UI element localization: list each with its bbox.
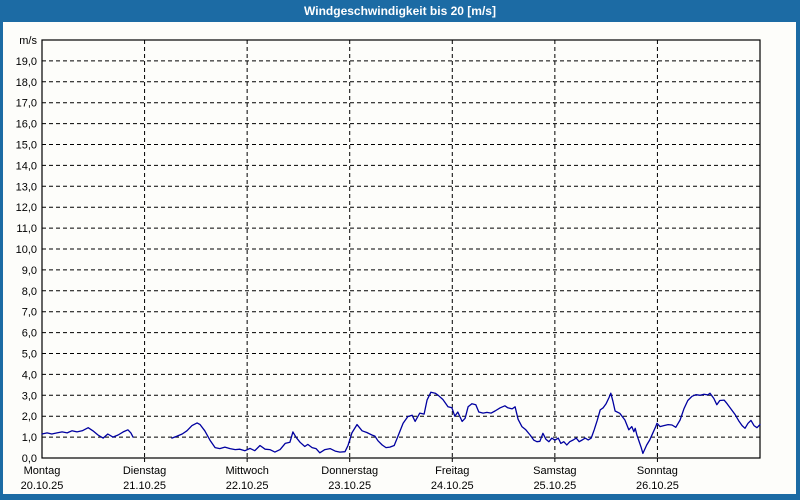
y-axis-tick-label: 0,0 (22, 453, 37, 465)
y-axis-tick-label: 13,0 (16, 181, 37, 193)
y-axis-tick-label: 3,0 (22, 390, 37, 402)
y-axis-tick-label: 15,0 (16, 140, 37, 152)
x-axis-weekday-label: Mittwoch (225, 465, 268, 477)
y-axis-tick-label: 6,0 (22, 328, 37, 340)
y-axis-tick-label: 19,0 (16, 56, 37, 68)
x-axis-date-label: 21.10.25 (123, 480, 166, 492)
plot-border (41, 39, 761, 459)
y-axis-tick-label: 5,0 (22, 349, 37, 361)
x-axis-weekday-label: Sonntag (637, 465, 678, 477)
title-bar: Windgeschwindigkeit bis 20 [m/s] (0, 0, 800, 22)
y-axis-tick-label: 17,0 (16, 98, 37, 110)
x-axis-date-label: 20.10.25 (21, 480, 64, 492)
x-axis-weekday-label: Donnerstag (321, 465, 378, 477)
y-axis-tick-label: 11,0 (16, 223, 37, 235)
y-axis-tick-label: 9,0 (22, 265, 37, 277)
wind-speed-chart: 0,0 1,0 2,0 3,0 4,0 5,0 6,0 7,0 8,0 9,0 10,0 11,0 12… (16, 35, 761, 492)
x-axis-date-label: 23.10.25 (328, 480, 371, 492)
y-axis-tick-label: 16,0 (16, 119, 37, 131)
y-axis-unit-label: m/s (19, 35, 37, 47)
x-axis-weekday-label: Dienstag (123, 465, 166, 477)
y-axis-tick-label: 7,0 (22, 307, 37, 319)
x-axis-weekday-label: Montag (24, 465, 61, 477)
x-axis-date-label: 24.10.25 (431, 480, 474, 492)
y-axis-tick-label: 4,0 (22, 369, 37, 381)
y-axis-tick-label: 2,0 (22, 411, 37, 423)
y-axis-tick-label: 14,0 (16, 160, 37, 172)
y-axis-tick-label: 8,0 (22, 286, 37, 298)
x-axis-date-label: 25.10.25 (533, 480, 576, 492)
x-axis-date-label: 22.10.25 (226, 480, 269, 492)
y-axis-tick-label: 1,0 (22, 432, 37, 444)
y-axis-tick-label: 10,0 (16, 244, 37, 256)
x-axis-weekday-label: Samstag (533, 465, 576, 477)
wind-speed-line (171, 391, 761, 455)
x-axis-weekday-label: Freitag (435, 465, 469, 477)
y-axis-tick-label: 12,0 (16, 202, 37, 214)
wind-speed-line (41, 427, 134, 439)
y-axis-tick-label: 18,0 (16, 77, 37, 89)
x-axis-date-label: 26.10.25 (636, 480, 679, 492)
window-title: Windgeschwindigkeit bis 20 [m/s] (304, 4, 496, 18)
chart-area: 0,0 1,0 2,0 3,0 4,0 5,0 6,0 7,0 8,0 9,0 10,0 11,0 12… (3, 22, 796, 494)
